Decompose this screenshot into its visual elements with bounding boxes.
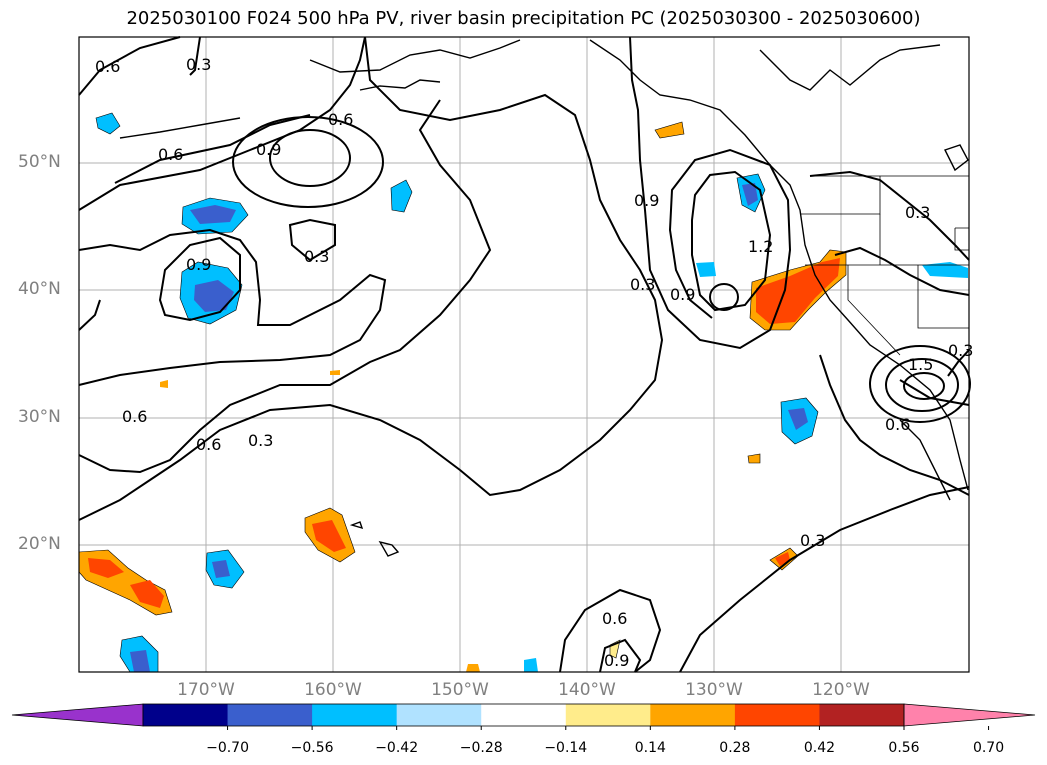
colorbar-segment	[481, 704, 567, 726]
lon-label: 150°W	[431, 680, 489, 700]
pv-contours	[78, 36, 971, 673]
contour-labels: 0.6 0.3 0.6 0.9 0.6 0.3 0.9 0.6 0.3 0.6 …	[95, 55, 973, 670]
contour-label: 1.2	[748, 237, 773, 256]
lon-label: 130°W	[685, 680, 743, 700]
lat-label: 30°N	[18, 407, 61, 427]
contour-label: 0.6	[196, 435, 221, 454]
precipitation-shading	[78, 112, 968, 673]
colorbar-tick-label: −0.42	[375, 740, 419, 756]
colorbar-tick-label: 0.28	[719, 740, 751, 756]
lat-label: 40°N	[18, 279, 61, 299]
contour-label: 0.3	[948, 341, 973, 360]
contour-label: 0.6	[602, 609, 627, 628]
colorbar-tick-label: 0.70	[972, 740, 1005, 756]
colorbar-tick-label: 0.14	[634, 740, 666, 756]
colorbar-segment	[227, 704, 313, 726]
contour-label: 0.3	[304, 247, 329, 266]
lon-label: 170°W	[177, 680, 235, 700]
lon-label: 120°W	[812, 680, 870, 700]
contour-label: 0.3	[800, 531, 825, 550]
map-area: 0.6 0.3 0.6 0.9 0.6 0.3 0.9 0.6 0.3 0.6 …	[78, 36, 973, 673]
contour-label: 0.3	[630, 275, 655, 294]
contour-label: 0.9	[186, 255, 211, 274]
colorbar-tick-label: −0.56	[290, 740, 334, 756]
colorbar-tick-label: −0.14	[544, 740, 588, 756]
contour-label: 0.9	[604, 651, 629, 670]
colorbar-segment	[396, 704, 482, 726]
colorbar-outline	[142, 703, 905, 727]
colorbar-segment	[734, 704, 820, 726]
contour-label: 0.6	[95, 57, 120, 76]
map-title: 2025030100 F024 500 hPa PV, river basin …	[126, 8, 921, 29]
colorbar-segment	[143, 704, 229, 726]
colorbar-segment	[565, 704, 651, 726]
contour-label: 0.3	[186, 55, 211, 74]
contour-label: 0.9	[256, 140, 281, 159]
colorbar-segment	[312, 704, 398, 726]
contour-label: 0.6	[122, 407, 147, 426]
contour-label: 0.3	[248, 431, 273, 450]
contour-label: 0.6	[158, 145, 183, 164]
colorbar-tick-label: 0.42	[803, 740, 836, 756]
lon-label: 140°W	[558, 680, 616, 700]
contour-label: 0.3	[905, 203, 930, 222]
contour-label: 0.6	[885, 415, 910, 434]
colorbar-tick-label: 0.56	[888, 740, 920, 756]
colorbar-segment	[650, 704, 736, 726]
contour-label: 1.5	[908, 355, 933, 374]
lon-label: 160°W	[304, 680, 362, 700]
contour-label: 0.9	[634, 191, 659, 210]
colorbar	[11, 703, 1036, 730]
colorbar-extend-low	[11, 703, 144, 727]
colorbar-tick-label: −0.70	[206, 740, 249, 756]
colorbar-segment	[819, 704, 905, 726]
colorbar-extend-high	[903, 703, 1036, 727]
contour-label: 0.9	[670, 285, 695, 304]
contour-label: 0.6	[328, 110, 353, 129]
lat-label: 50°N	[18, 152, 61, 172]
coastlines	[119, 39, 969, 557]
map-frame	[78, 36, 970, 673]
colorbar-tick-label: −0.28	[459, 740, 503, 756]
lat-label: 20°N	[18, 534, 61, 554]
